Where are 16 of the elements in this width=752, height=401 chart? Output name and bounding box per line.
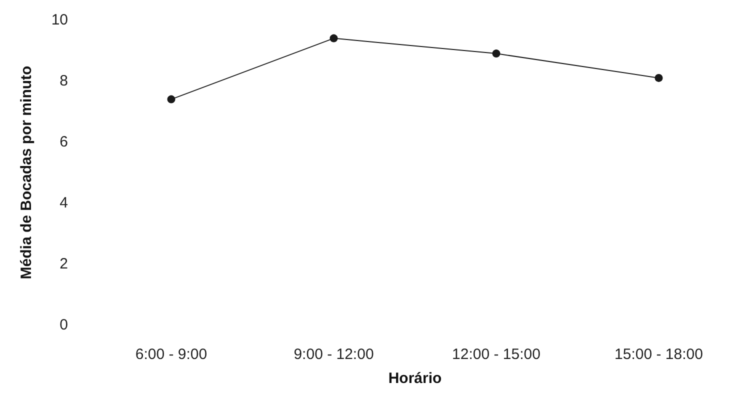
point <box>167 95 176 104</box>
point <box>492 50 500 58</box>
y-tick-label: 8 <box>60 72 68 90</box>
x-tick-label: 15:00 - 18:00 <box>614 346 703 363</box>
x-tick-label: 9:00 - 12:00 <box>294 346 374 363</box>
x-tick-label: 12:00 - 15:00 <box>452 346 540 363</box>
x-tick-label: 6:00 - 9:00 <box>135 346 208 363</box>
y-tick-label: 4 <box>60 194 68 212</box>
y-tick-label: 10 <box>51 12 68 28</box>
x-axis-title: Horário <box>388 370 442 387</box>
y-axis-title: Média de Bocadas por minuto <box>18 66 35 280</box>
point <box>654 74 663 82</box>
point <box>330 34 338 42</box>
y-tick-label: 0 <box>60 316 68 334</box>
y-tick-label: 6 <box>60 134 68 150</box>
y-tick-label: 2 <box>60 256 68 272</box>
